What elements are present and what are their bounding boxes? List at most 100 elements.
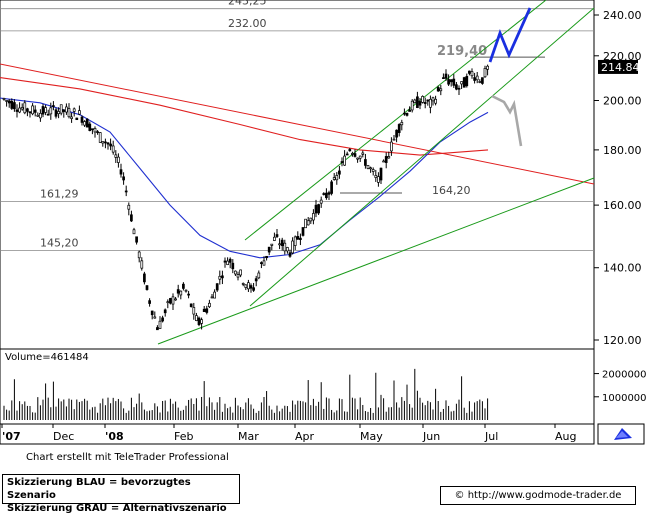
last-price-tag: [598, 59, 638, 74]
candle-body: [54, 109, 58, 117]
candle-body: [80, 116, 84, 123]
candle-body: [119, 169, 123, 175]
candle-body: [2, 98, 6, 100]
candle-body: [228, 258, 232, 263]
candle-body: [179, 290, 183, 296]
candle-body: [52, 105, 55, 107]
candle-body: [200, 319, 203, 324]
candle-body: [241, 283, 245, 285]
candle-body: [202, 308, 206, 313]
trend-channel: [157, 0, 595, 345]
candle-body: [252, 287, 255, 291]
candle-body: [205, 308, 209, 313]
candle-body: [176, 289, 180, 294]
horizontal-levels: 243,25 232.00 219,40 164,20 161,29 145,20: [0, 0, 594, 252]
candle-body: [296, 236, 300, 240]
y-tick-label: 160.00: [603, 199, 642, 212]
candle-body: [26, 108, 29, 112]
candle-body: [356, 157, 359, 160]
candle-body: [210, 296, 214, 299]
candle-body: [366, 165, 370, 169]
candle-body: [109, 143, 112, 147]
candle-body: [158, 320, 162, 329]
candle-body: [455, 84, 458, 90]
candle-body: [28, 111, 32, 114]
candle-body: [340, 161, 344, 163]
candle-body: [423, 102, 427, 104]
red-downtrend-line: [0, 63, 595, 185]
candle-body: [416, 96, 419, 108]
candle-body: [293, 236, 297, 246]
candle-body: [161, 317, 164, 322]
candle-body: [49, 107, 53, 115]
candle-body: [361, 152, 365, 155]
candle-body: [358, 155, 362, 159]
chart-credit: Chart erstellt mit TeleTrader Profession…: [26, 452, 229, 463]
candle-body: [174, 298, 177, 301]
candle-body: [343, 155, 346, 166]
candle-body: [267, 246, 271, 253]
moving-average-200: [0, 77, 489, 156]
candle-body: [145, 285, 149, 290]
candle-body: [247, 282, 250, 290]
candle-body: [382, 160, 385, 163]
x-tick-label: Mar: [238, 430, 259, 443]
candle-body: [249, 285, 253, 289]
candle-body: [270, 243, 274, 246]
last-price-label: 214.84: [601, 61, 640, 74]
candle-body: [187, 293, 190, 296]
legend-blue: Skizzierung BLAU = bevorzugtes Szenario: [7, 477, 191, 501]
y-tick-label: 140.00: [603, 262, 642, 275]
candle-body: [197, 317, 201, 325]
candle-body: [444, 73, 448, 79]
candle-body: [345, 153, 349, 156]
y-tick-label: 220.00: [603, 50, 642, 63]
candle-body: [156, 327, 159, 331]
candle-body: [127, 204, 131, 210]
candle-body: [317, 204, 320, 214]
volume-tick-label: 1000000: [602, 393, 647, 404]
candle-body: [369, 167, 372, 170]
candle-body: [278, 243, 281, 246]
candle-body: [31, 105, 34, 115]
chart-tool-icon[interactable]: [614, 428, 632, 440]
candles: [2, 64, 489, 331]
candle-body: [335, 175, 339, 181]
candle-body: [475, 75, 479, 81]
channel-middle-line: [249, 7, 595, 307]
candle-body: [148, 300, 151, 304]
candle-body: [436, 87, 440, 92]
candle-body: [379, 167, 383, 181]
moving-average-50: [0, 97, 489, 259]
candle-body: [41, 106, 45, 115]
candle-body: [221, 275, 224, 279]
candle-body: [23, 102, 27, 114]
candle-body: [83, 121, 86, 126]
candle-body: [130, 214, 133, 222]
level-label: 219,40: [437, 44, 487, 59]
candle-body: [192, 307, 196, 315]
candle-body: [140, 260, 144, 269]
candle-body: [325, 192, 328, 199]
candle-body: [410, 100, 414, 111]
channel-lower-support: [157, 177, 595, 345]
candle-body: [405, 112, 409, 116]
candle-body: [283, 242, 287, 252]
level-label: 243,25: [228, 0, 267, 8]
candle-body: [218, 275, 222, 280]
candle-body: [481, 77, 484, 84]
source-link[interactable]: © http://www.godmode-trader.de: [440, 486, 636, 505]
candle-body: [265, 255, 268, 259]
preferred-scenario-path: [488, 7, 532, 63]
candle-body: [143, 273, 146, 283]
x-tick-label: Jun: [422, 430, 440, 443]
level-label: 145,20: [40, 237, 79, 250]
candle-body: [195, 315, 198, 321]
candle-body: [85, 118, 89, 128]
candle-body: [299, 237, 302, 240]
level-label: 232.00: [228, 17, 267, 30]
candle-body: [117, 156, 120, 163]
y-tick-label: 200.00: [603, 94, 642, 107]
candle-body: [91, 128, 94, 131]
